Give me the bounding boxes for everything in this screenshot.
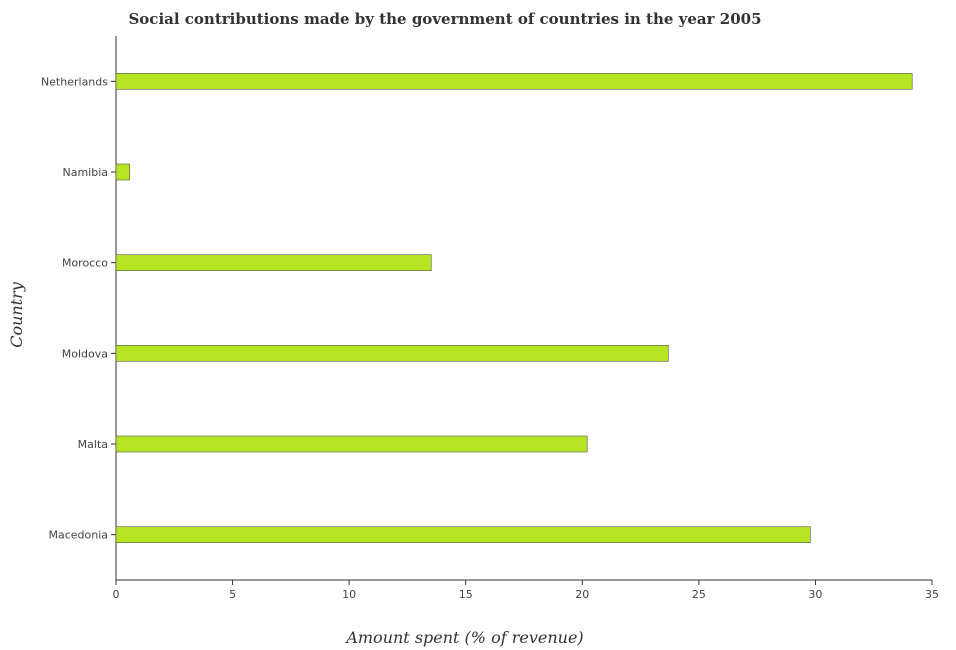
bar	[115, 526, 811, 543]
bar	[115, 435, 588, 453]
chart-title: Social contributions made by the governm…	[128, 10, 761, 28]
x-axis-label: Amount spent (% of revenue)	[344, 628, 583, 647]
x-tick-label: 0	[113, 588, 120, 601]
x-tick-label: 10	[342, 588, 356, 601]
x-tick-label: 20	[575, 588, 589, 601]
x-tick-label: 15	[459, 588, 473, 601]
y-axis-label: Country	[7, 281, 26, 348]
x-tick-label: 30	[808, 588, 822, 601]
y-tick-label: Namibia	[62, 166, 108, 179]
y-tick-label: Morocco	[62, 257, 108, 270]
bar	[115, 345, 669, 362]
bar	[115, 254, 432, 271]
y-tick-label: Moldova	[62, 347, 108, 360]
y-tick-label: Macedonia	[48, 529, 108, 542]
y-tick-label: Netherlands	[41, 75, 108, 88]
y-tick-label: Malta	[78, 438, 108, 451]
x-tick-label: 5	[229, 588, 236, 601]
plot-area: 0 5 10 15 20 25 30 35 Macedonia Malta Moldova Moroc…	[41, 36, 939, 601]
x-tick-label: 35	[925, 588, 939, 601]
bar	[115, 73, 913, 90]
bar	[115, 163, 131, 181]
x-tick-label: 25	[692, 588, 706, 601]
